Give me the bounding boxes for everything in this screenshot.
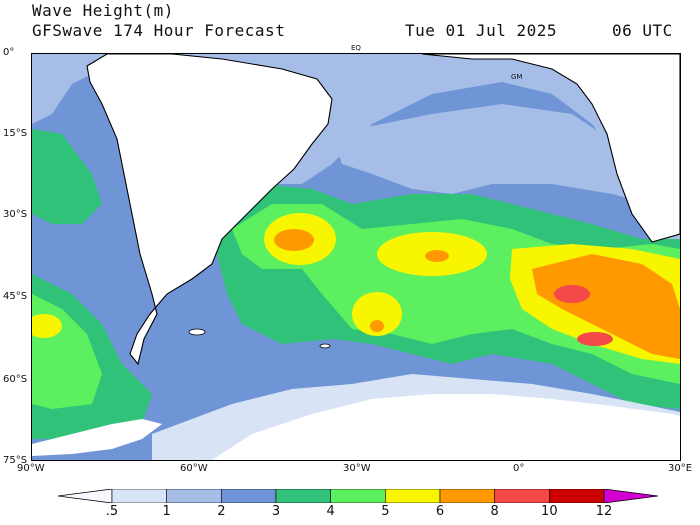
colorbar-label: 6 <box>435 504 445 519</box>
colorbar-label: 4 <box>326 504 335 519</box>
colorbar-segment <box>58 489 113 503</box>
lon-label-60w: 60°W <box>180 463 208 474</box>
colorbar-label: 2 <box>217 504 226 519</box>
lat-label-15s: 15°S <box>3 128 28 139</box>
colorbar-segment <box>549 489 605 503</box>
lon-label-30e: 30°E <box>668 463 693 474</box>
atlantic-peak-south <box>352 292 402 336</box>
south-georgia <box>319 343 331 349</box>
colorbar-label: 10 <box>541 504 558 519</box>
atlantic-core-central <box>425 250 449 262</box>
map-canvas <box>32 54 680 460</box>
colorbar-segment <box>166 489 222 503</box>
ocean-band-1-2-east <box>332 104 652 204</box>
colorbar-segment <box>111 489 167 503</box>
map-title: Wave Height(m) <box>32 1 174 20</box>
pacific-band-3-4 <box>32 129 102 224</box>
pacific-peak-5-6 <box>32 314 62 338</box>
south-america-land <box>86 54 333 366</box>
forecast-time: 06 UTC <box>612 21 673 40</box>
lat-label-45s: 45°S <box>3 291 28 302</box>
lat-label-0: 0° <box>3 47 15 58</box>
colorbar-label: 8 <box>490 504 499 519</box>
colorbar-segment <box>385 489 441 503</box>
atlantic-core-south <box>370 320 384 332</box>
antarctica-land <box>212 394 680 460</box>
africa-land <box>421 54 680 243</box>
colorbar-segment <box>494 489 550 503</box>
lat-label-30s: 30°S <box>3 209 28 220</box>
forecast-subtitle: GFSwave 174 Hour Forecast <box>32 21 286 40</box>
colorbar-label: .5 <box>105 504 119 519</box>
lat-label-75s: 75°S <box>3 455 28 466</box>
colorbar-segment <box>439 489 495 503</box>
colorbar-label: 1 <box>162 504 171 519</box>
colorbar-segment <box>275 489 331 503</box>
greenwich-marker: GM <box>511 73 523 81</box>
colorbar-label: 3 <box>271 504 281 519</box>
atlantic-core-west <box>274 229 314 251</box>
colorbar-label: 5 <box>381 504 390 519</box>
falkland-islands <box>188 328 206 336</box>
lon-label-0: 0° <box>513 463 525 474</box>
lon-label-30w: 30°W <box>343 463 371 474</box>
colorbar-segment <box>330 489 386 503</box>
indian-storm-core-south <box>577 332 613 346</box>
colorbar-label: 12 <box>595 504 613 519</box>
forecast-date: Tue 01 Jul 2025 <box>405 21 557 40</box>
equator-marker: EQ <box>351 44 361 52</box>
wave-height-map <box>31 53 681 461</box>
indian-band-6-8 <box>532 254 680 359</box>
lon-label-90w: 90°W <box>17 463 45 474</box>
lat-label-60s: 60°S <box>3 374 28 385</box>
indian-storm-core-north <box>554 285 590 303</box>
colorbar-segment <box>221 489 277 503</box>
wave-height-colorbar <box>58 489 658 503</box>
colorbar-segment <box>603 489 658 503</box>
antarctic-peninsula <box>32 419 162 456</box>
